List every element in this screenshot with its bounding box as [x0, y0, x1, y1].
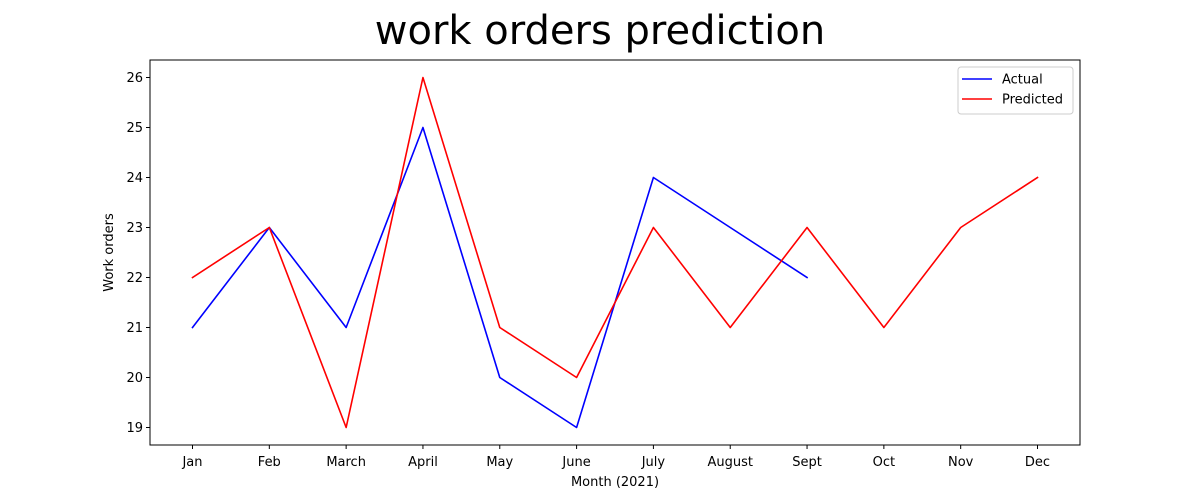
plot-area-frame [149, 59, 1081, 446]
x-tick-label: June [561, 455, 590, 470]
series-line-actual [191, 126, 809, 429]
y-tick-label: 20 [126, 371, 143, 386]
y-tick-label: 22 [126, 271, 143, 286]
x-axis: Jan Feb March April May June July August Sept Oct… [181, 445, 1050, 470]
x-tick-label: August [707, 455, 753, 470]
y-tick-label: 21 [126, 321, 143, 336]
x-axis-label: Month (2021) [571, 475, 659, 490]
y-tick-label: 25 [126, 121, 143, 136]
x-tick-label: Feb [258, 455, 281, 470]
x-tick-label: Sept [792, 455, 822, 470]
legend-label-predicted: Predicted [1002, 93, 1063, 108]
x-tick-label: May [486, 455, 513, 470]
x-tick-label: Nov [948, 455, 974, 470]
y-axis: 19 20 21 22 23 24 25 26 [126, 71, 150, 436]
y-tick-label: 26 [126, 71, 143, 86]
x-tick-label: March [326, 455, 366, 470]
legend-label-actual: Actual [1002, 73, 1043, 88]
chart-title: work orders prediction [375, 8, 825, 54]
x-tick-label: Jan [181, 455, 202, 470]
y-axis-label: Work orders [102, 213, 117, 292]
x-tick-label: Dec [1025, 455, 1050, 470]
y-tick-label: 23 [126, 221, 143, 236]
y-tick-label: 24 [126, 171, 143, 186]
series-line-predicted [191, 76, 1039, 429]
x-tick-label: July [641, 455, 666, 470]
x-tick-label: April [408, 455, 438, 470]
y-tick-label: 19 [126, 421, 143, 436]
series-lines [191, 76, 1039, 429]
x-tick-label: Oct [873, 455, 895, 470]
legend: Actual Predicted [957, 66, 1074, 115]
